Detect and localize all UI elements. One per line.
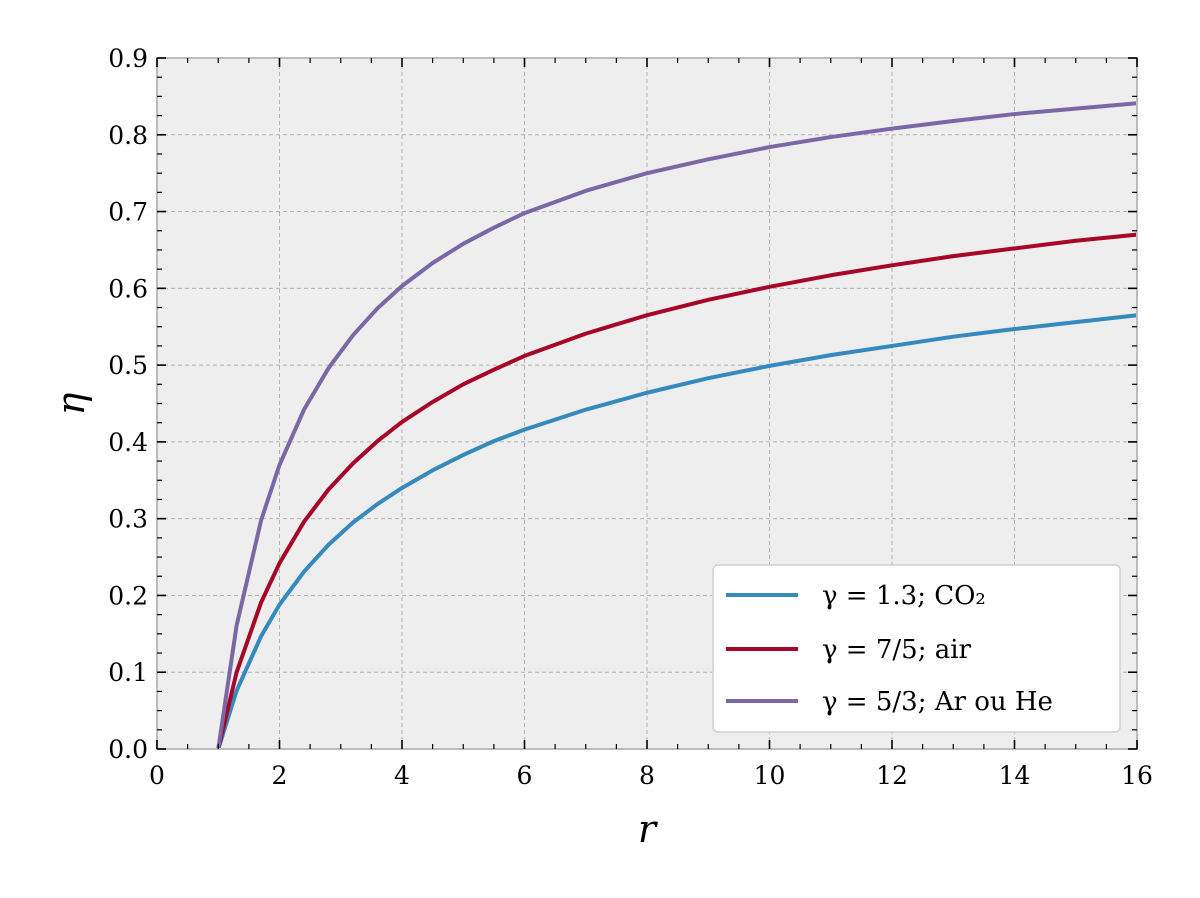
legend-box xyxy=(712,564,1121,733)
legend-label-3: γ = 5/3; Ar ou He xyxy=(822,687,1053,717)
x-axis-title: r xyxy=(638,807,659,851)
y-tick-label: 0.9 xyxy=(108,44,148,73)
legend-label-2: γ = 7/5; air xyxy=(822,635,972,665)
y-tick-label: 0.0 xyxy=(108,735,148,764)
y-tick-label: 0.8 xyxy=(108,121,148,150)
x-tick-label: 2 xyxy=(272,761,288,790)
y-tick-label: 0.7 xyxy=(108,198,148,227)
x-tick-label: 4 xyxy=(394,761,410,790)
y-tick-label: 0.2 xyxy=(108,581,148,610)
y-tick-label: 0.5 xyxy=(108,351,148,380)
y-tick-label: 0.4 xyxy=(108,428,148,457)
y-tick-labels: 0.0 0.1 0.2 0.3 0.4 0.5 0.6 0.7 0.8 0.9 xyxy=(108,44,148,764)
x-tick-label: 12 xyxy=(876,761,908,790)
x-tick-label: 8 xyxy=(639,761,655,790)
y-axis-title: η xyxy=(49,392,93,415)
y-tick-label: 0.1 xyxy=(108,658,148,687)
legend: γ = 1.3; CO₂ γ = 7/5; air γ = 5/3; Ar ou H… xyxy=(712,564,1121,733)
series-line-2 xyxy=(216,232,1138,750)
y-tick-label: 0.6 xyxy=(108,274,148,303)
series-lines xyxy=(216,101,1138,750)
y-tick-label: 0.3 xyxy=(108,505,148,534)
legend-label-1: γ = 1.3; CO₂ xyxy=(822,581,986,611)
x-tick-label: 10 xyxy=(754,761,786,790)
x-tick-label: 6 xyxy=(517,761,533,790)
series-line-3 xyxy=(216,101,1138,750)
series-line-1 xyxy=(216,313,1138,750)
grid-lines xyxy=(157,58,1137,749)
x-tick-label: 14 xyxy=(999,761,1031,790)
x-tick-label: 0 xyxy=(149,761,165,790)
x-tick-label: 16 xyxy=(1121,761,1153,790)
x-tick-labels: 0 2 4 6 8 10 12 14 16 xyxy=(149,761,1153,790)
axis-ticks xyxy=(156,57,1138,750)
